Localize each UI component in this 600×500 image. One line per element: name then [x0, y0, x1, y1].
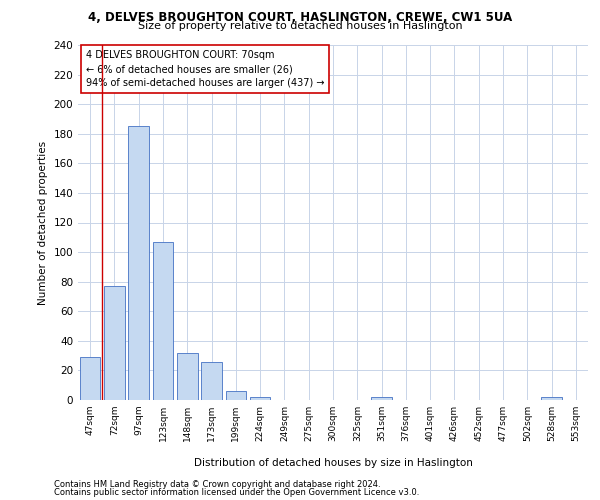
Bar	[128, 126, 149, 400]
Text: Contains HM Land Registry data © Crown copyright and database right 2024.: Contains HM Land Registry data © Crown c…	[54, 480, 380, 489]
Bar	[177, 352, 197, 400]
Bar	[226, 391, 246, 400]
Text: Distribution of detached houses by size in Haslington: Distribution of detached houses by size …	[194, 458, 472, 468]
Text: Contains public sector information licensed under the Open Government Licence v3: Contains public sector information licen…	[54, 488, 419, 497]
Bar	[250, 397, 271, 400]
Text: 4, DELVES BROUGHTON COURT, HASLINGTON, CREWE, CW1 5UA: 4, DELVES BROUGHTON COURT, HASLINGTON, C…	[88, 11, 512, 24]
Bar	[152, 242, 173, 400]
Text: 4 DELVES BROUGHTON COURT: 70sqm
← 6% of detached houses are smaller (26)
94% of : 4 DELVES BROUGHTON COURT: 70sqm ← 6% of …	[86, 50, 324, 88]
Y-axis label: Number of detached properties: Number of detached properties	[38, 140, 48, 304]
Bar	[80, 357, 100, 400]
Bar	[371, 397, 392, 400]
Bar	[201, 362, 222, 400]
Text: Size of property relative to detached houses in Haslington: Size of property relative to detached ho…	[137, 21, 463, 31]
Bar	[104, 286, 125, 400]
Bar	[541, 397, 562, 400]
